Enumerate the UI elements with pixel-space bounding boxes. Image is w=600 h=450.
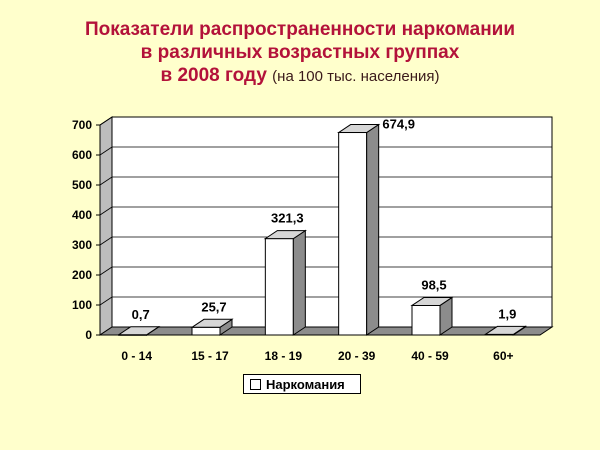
x-tick-label: 0 - 14 [121, 349, 152, 363]
title-line-2: в различных возрастных группах [140, 42, 460, 63]
bar-side [292, 229, 306, 336]
y-tick-label: 400 [72, 208, 92, 222]
legend: Наркомания [243, 374, 361, 394]
y-tick-label: 600 [72, 148, 92, 162]
data-label: 25,7 [201, 299, 226, 314]
title-year: в 2008 году [160, 65, 267, 86]
x-tick-label: 60+ [493, 349, 513, 363]
x-tick-label: 15 - 17 [191, 349, 229, 363]
gridline-side [99, 176, 113, 186]
y-tick-label: 300 [72, 238, 92, 252]
legend-swatch [250, 378, 261, 390]
bar-top [190, 318, 234, 328]
data-label: 321,3 [271, 211, 304, 226]
data-label: 1,9 [498, 306, 516, 321]
bar-side [366, 123, 380, 336]
gridline-side [99, 206, 113, 216]
bar-top [263, 230, 307, 240]
chart-title: Показатели распространенности наркомании… [0, 18, 600, 88]
bar [191, 326, 221, 336]
plot-side-wall [99, 116, 113, 336]
y-tick-label: 500 [72, 178, 92, 192]
x-tick-label: 18 - 19 [265, 349, 303, 363]
x-tick-label: 20 - 39 [338, 349, 376, 363]
gridline-side [99, 146, 113, 156]
bar [264, 238, 294, 336]
title-line-1: Показатели распространенности наркомании [84, 19, 516, 40]
data-label: 0,7 [132, 307, 150, 322]
bar-top [483, 325, 527, 335]
plot-back-wall [111, 116, 553, 328]
y-tick-label: 200 [72, 268, 92, 282]
bar [411, 304, 441, 336]
bar [338, 132, 368, 336]
bar-top [117, 326, 161, 336]
bar-top [337, 124, 381, 134]
title-line-3: в 2008 году (на 100 тыс. населения) [0, 64, 600, 88]
legend-label: Наркомания [266, 376, 345, 392]
data-label: 674,9 [382, 117, 415, 132]
y-tick-label: 100 [72, 298, 92, 312]
bar-top [410, 296, 454, 306]
plot-floor [98, 326, 554, 336]
gridline-side [99, 266, 113, 276]
y-tick-label: 700 [72, 118, 92, 132]
x-tick-label: 40 - 59 [411, 349, 449, 363]
gridline-side [99, 296, 113, 306]
y-tick-label: 0 [85, 328, 92, 342]
gridline-side [99, 236, 113, 246]
title-note: (на 100 тыс. населения) [272, 68, 440, 85]
gridline-side [99, 116, 113, 126]
data-label: 98,5 [421, 277, 446, 292]
